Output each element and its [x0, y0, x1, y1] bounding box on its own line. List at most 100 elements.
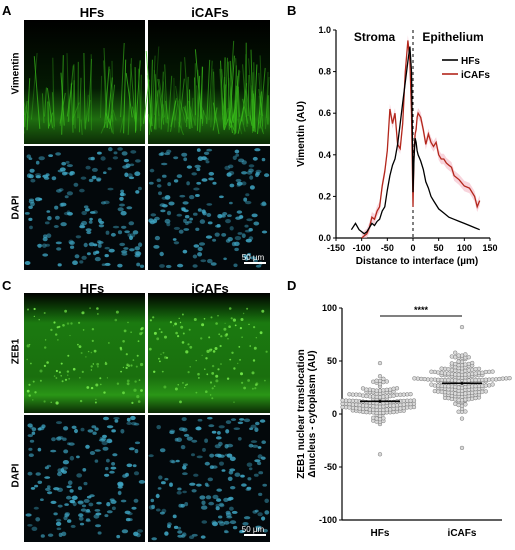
panel-letter-a: A — [2, 3, 12, 18]
chart-d-y-tick-label: -50 — [324, 462, 337, 472]
chart-d-point-icafs — [470, 396, 475, 401]
chart-d-point-icafs — [473, 371, 478, 376]
chart-d-point-icafs — [429, 369, 434, 374]
chart-d-point-icafs — [470, 360, 475, 366]
chart-d-point-icafs — [456, 378, 461, 384]
micrograph-c-hfs-dapi — [24, 415, 145, 542]
chart-d-point-hfs — [377, 374, 383, 379]
chart-d-point-hfs — [411, 398, 417, 403]
chart-d-point-icafs — [432, 388, 437, 394]
chart-d-point-icafs — [459, 324, 465, 330]
chart-d-category-label-icafs: iCAFs — [448, 528, 477, 539]
chart-b-x-tick-label: 100 — [457, 243, 472, 253]
chart-d-point-hfs — [360, 386, 366, 391]
chart-d-point-icafs — [507, 376, 512, 381]
chart-b-x-tick-label: 0 — [410, 243, 415, 253]
chart-b-x-tick-label: 50 — [434, 243, 444, 253]
chart-b-x-tick-label: -150 — [327, 243, 345, 253]
panel-letter-b: B — [287, 3, 297, 18]
chart-d-point-hfs — [374, 416, 379, 421]
chart-d-point-icafs — [453, 391, 458, 396]
chart-d-point-hfs — [381, 416, 386, 421]
chart-d-point-icafs — [456, 353, 461, 358]
chart-d-point-hfs — [384, 379, 389, 384]
chart-d-y-tick-label: -100 — [319, 515, 337, 525]
chart-d-point-icafs — [453, 350, 458, 355]
panel-a-col-title-icafs: iCAFs — [191, 5, 229, 20]
chart-d-point-hfs — [340, 398, 345, 403]
chart-d-y-label-line2: Δnucleus - cytoplasm (AU) — [307, 350, 318, 477]
chart-d-point-hfs — [371, 404, 376, 409]
panel-c-col-title-icafs: iCAFs — [191, 281, 229, 296]
panel-letter-d: D — [287, 278, 297, 293]
chart-b-y-tick-label: 0.4 — [318, 150, 331, 160]
chart-d-y-tick-label: 0 — [332, 409, 337, 419]
chart-b-annotation-stroma: Stroma — [354, 30, 396, 44]
chart-d-point-icafs — [453, 401, 458, 406]
chart-d-y-label-line1: ZEB1 nuclear translocation — [296, 349, 307, 478]
chart-d-y-tick-label: 50 — [327, 356, 337, 366]
panel-letter-c: C — [2, 278, 12, 293]
chart-d: 100 50 0 -50 -100 HFs iCAFs ZEB1 nuclear transl… — [296, 303, 512, 539]
chart-b-y-tick-label: 0.8 — [318, 67, 331, 77]
chart-d-point-icafs — [466, 372, 471, 377]
chart-b-y-label: Vimentin (AU) — [296, 101, 307, 167]
chart-b-x-tick-label: 150 — [482, 243, 497, 253]
chart-d-point-icafs — [453, 384, 458, 390]
chart-d-point-hfs — [391, 409, 396, 415]
chart-d-point-hfs — [374, 378, 379, 383]
chart-d-point-hfs — [377, 452, 383, 457]
chart-d-point-icafs — [476, 366, 482, 371]
chart-b-y-tick-label: 0.0 — [318, 233, 331, 243]
micrograph-c-icafs-zeb1 — [148, 293, 270, 413]
chart-d-point-icafs — [449, 354, 454, 359]
chart-d-point-hfs — [377, 360, 383, 366]
chart-d-point-hfs — [347, 392, 352, 397]
chart-b-y-tick-label: 0.6 — [318, 108, 331, 118]
panel-c-col-title-hfs: HFs — [79, 281, 105, 296]
micrograph-c-hfs-zeb1 — [24, 293, 145, 413]
chart-d-point-icafs — [463, 352, 468, 357]
chart-d-point-hfs — [401, 405, 406, 411]
chart-d-y-tick-label: 100 — [322, 303, 337, 313]
chart-d-point-icafs — [480, 370, 485, 375]
chart-d-point-hfs — [371, 415, 376, 420]
chart-b-x-label: Distance to interface (µm) — [356, 256, 478, 267]
chart-b: 0.0 0.2 0.4 0.6 0.8 1.0 -150 -100 -50 0 50 100 150 Di… — [296, 25, 498, 267]
chart-b-y-tick-label: 1.0 — [318, 25, 331, 35]
chart-d-point-icafs — [453, 361, 458, 367]
chart-b-legend-entry: HFs — [461, 56, 480, 67]
chart-d-point-hfs — [381, 376, 386, 381]
panel-a-col-title-hfs: HFs — [79, 5, 105, 20]
panel-c-row-label-dapi: DAPI — [10, 463, 22, 488]
chart-d-point-icafs — [463, 409, 468, 414]
scalebar-a-label: 50 µm — [242, 253, 265, 262]
chart-d-point-icafs — [442, 371, 448, 376]
panel-c-row-label-zeb1: ZEB1 — [10, 338, 22, 365]
chart-d-point-icafs — [463, 402, 468, 407]
chart-d-point-icafs — [490, 382, 495, 387]
chart-d-point-hfs — [394, 386, 400, 391]
panel-a-row-label-vimentin: Vimentin — [10, 52, 22, 95]
chart-b-annotation-epithelium: Epithelium — [422, 30, 483, 44]
micrograph-a-icafs-dapi — [148, 146, 270, 270]
panel-c-micrographs: 50 µm — [24, 293, 270, 542]
chart-d-point-icafs — [466, 355, 471, 360]
chart-d-point-icafs — [436, 370, 441, 375]
chart-b-legend-entry: iCAFs — [461, 70, 490, 81]
chart-d-category-label-hfs: HFs — [371, 528, 390, 539]
chart-d-point-icafs — [456, 359, 461, 364]
scalebar-c-label: 50 µm — [242, 525, 265, 534]
chart-b-x-tick-label: -100 — [353, 243, 371, 253]
chart-d-point-hfs — [408, 392, 413, 397]
chart-d-point-hfs — [371, 388, 376, 393]
chart-d-point-icafs — [483, 389, 488, 394]
panel-a-micrographs: 50 µm — [24, 20, 270, 270]
chart-d-point-icafs — [439, 366, 444, 371]
chart-d-point-icafs — [459, 416, 465, 421]
chart-d-point-icafs — [466, 368, 471, 373]
chart-d-point-icafs — [429, 382, 434, 387]
chart-d-point-icafs — [463, 362, 468, 367]
chart-b-y-tick-label: 0.2 — [318, 191, 331, 201]
chart-d-point-icafs — [449, 361, 454, 366]
